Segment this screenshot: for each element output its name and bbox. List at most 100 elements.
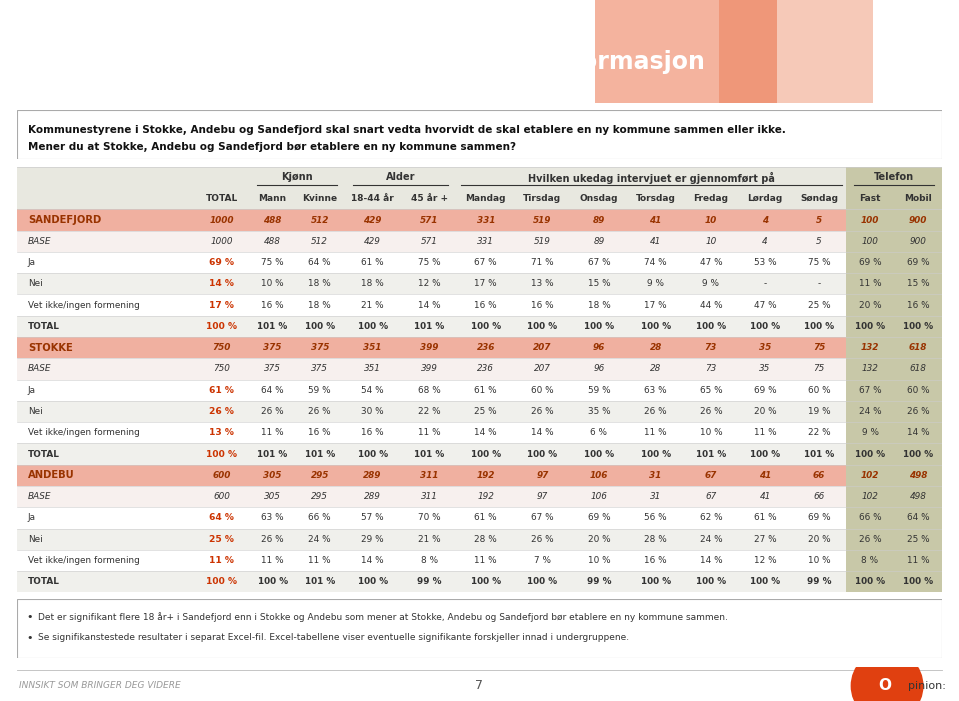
Text: 28: 28 bbox=[650, 365, 661, 374]
Text: 17 %: 17 % bbox=[209, 301, 234, 310]
Text: Fredag: Fredag bbox=[693, 194, 729, 203]
Text: 35: 35 bbox=[760, 365, 771, 374]
Bar bbox=[17, 358, 942, 379]
Text: 305: 305 bbox=[264, 492, 281, 501]
Text: 18 %: 18 % bbox=[588, 301, 610, 310]
Bar bbox=[846, 167, 942, 188]
Text: 66 %: 66 % bbox=[858, 513, 881, 522]
Bar bbox=[17, 401, 942, 422]
Text: 16 %: 16 % bbox=[309, 428, 331, 437]
Text: 45 år +: 45 år + bbox=[410, 194, 448, 203]
Text: 10: 10 bbox=[705, 237, 716, 246]
Text: 10 %: 10 % bbox=[700, 428, 722, 437]
Text: 75 %: 75 % bbox=[261, 258, 284, 267]
Text: 519: 519 bbox=[534, 237, 550, 246]
Text: 69 %: 69 % bbox=[209, 258, 234, 267]
Text: 351: 351 bbox=[363, 343, 382, 352]
Text: 100 %: 100 % bbox=[750, 322, 780, 331]
Bar bbox=[846, 486, 942, 508]
Text: 100 %: 100 % bbox=[471, 449, 501, 458]
Text: 10 %: 10 % bbox=[261, 280, 284, 288]
Text: Ja: Ja bbox=[28, 386, 35, 395]
Text: 70 %: 70 % bbox=[418, 513, 440, 522]
Text: 73: 73 bbox=[705, 343, 717, 352]
Text: 89: 89 bbox=[594, 237, 604, 246]
Text: 331: 331 bbox=[477, 215, 495, 224]
Text: 14 %: 14 % bbox=[362, 556, 384, 565]
Text: 102: 102 bbox=[861, 471, 879, 479]
Text: 14 %: 14 % bbox=[700, 556, 722, 565]
Text: 35 %: 35 % bbox=[588, 407, 610, 416]
Text: 18 %: 18 % bbox=[309, 301, 331, 310]
Text: 4: 4 bbox=[762, 215, 768, 224]
Text: Hovedspørsmål krysset med bakgrunnsinformasjon: Hovedspørsmål krysset med bakgrunnsinfor… bbox=[17, 46, 705, 74]
Text: 24 %: 24 % bbox=[700, 535, 722, 544]
Text: 64 %: 64 % bbox=[309, 258, 331, 267]
Text: 18 %: 18 % bbox=[362, 280, 384, 288]
Bar bbox=[846, 273, 942, 294]
Text: 25 %: 25 % bbox=[209, 535, 234, 544]
Text: 295: 295 bbox=[311, 471, 329, 479]
Text: 26 %: 26 % bbox=[700, 407, 722, 416]
Bar bbox=[17, 252, 942, 273]
Text: 41: 41 bbox=[760, 492, 771, 501]
Text: 13 %: 13 % bbox=[531, 280, 553, 288]
Text: 618: 618 bbox=[908, 343, 927, 352]
Text: Nei: Nei bbox=[28, 535, 42, 544]
Text: 236: 236 bbox=[477, 343, 495, 352]
Text: 75 %: 75 % bbox=[418, 258, 440, 267]
Text: 750: 750 bbox=[213, 365, 230, 374]
Text: 31: 31 bbox=[650, 492, 661, 501]
Text: 62 %: 62 % bbox=[700, 513, 722, 522]
Text: 97: 97 bbox=[537, 492, 548, 501]
Text: 100 %: 100 % bbox=[584, 322, 614, 331]
Text: Se signifikanstestede resultater i separat Excel-fil. Excel-tabellene viser even: Se signifikanstestede resultater i separ… bbox=[37, 633, 629, 642]
Text: 512: 512 bbox=[312, 237, 328, 246]
Text: 106: 106 bbox=[591, 492, 607, 501]
Text: 192: 192 bbox=[478, 492, 494, 501]
Text: 20 %: 20 % bbox=[807, 535, 830, 544]
Text: Det er signifikant flere 18 år+ i Sandefjord enn i Stokke og Andebu som mener at: Det er signifikant flere 18 år+ i Sandef… bbox=[37, 612, 728, 622]
Text: 289: 289 bbox=[364, 492, 381, 501]
Text: 14 %: 14 % bbox=[906, 428, 929, 437]
Text: 41: 41 bbox=[759, 471, 771, 479]
Text: 8 %: 8 % bbox=[421, 556, 437, 565]
Text: pinion:: pinion: bbox=[908, 681, 946, 691]
Text: 100: 100 bbox=[861, 215, 879, 224]
Text: 15 %: 15 % bbox=[906, 280, 929, 288]
Text: 18-44 år: 18-44 år bbox=[351, 194, 394, 203]
Text: 101 %: 101 % bbox=[414, 449, 444, 458]
Text: 100 %: 100 % bbox=[471, 577, 501, 586]
Bar bbox=[846, 465, 942, 486]
Text: -: - bbox=[763, 280, 766, 288]
Text: 21 %: 21 % bbox=[418, 535, 440, 544]
Text: 96: 96 bbox=[594, 365, 604, 374]
Text: 68 %: 68 % bbox=[418, 386, 440, 395]
Text: 571: 571 bbox=[421, 237, 437, 246]
Text: Mandag: Mandag bbox=[465, 194, 506, 203]
Text: 16 %: 16 % bbox=[906, 301, 929, 310]
Bar bbox=[17, 315, 942, 337]
Text: 100 %: 100 % bbox=[696, 322, 726, 331]
Text: 7 %: 7 % bbox=[534, 556, 550, 565]
Text: -: - bbox=[817, 280, 821, 288]
Text: 512: 512 bbox=[311, 215, 329, 224]
Text: 399: 399 bbox=[420, 343, 438, 352]
Text: 64 %: 64 % bbox=[209, 513, 234, 522]
Text: 100 %: 100 % bbox=[804, 322, 834, 331]
Text: 18 %: 18 % bbox=[309, 280, 331, 288]
Text: TOTAL: TOTAL bbox=[28, 449, 59, 458]
Text: 26 %: 26 % bbox=[906, 407, 929, 416]
Text: 100 %: 100 % bbox=[641, 577, 670, 586]
Text: 75 %: 75 % bbox=[807, 258, 830, 267]
Text: 99 %: 99 % bbox=[417, 577, 441, 586]
Bar bbox=[17, 444, 942, 465]
Text: 6 %: 6 % bbox=[591, 428, 607, 437]
Bar bbox=[719, 0, 873, 103]
Text: 519: 519 bbox=[533, 215, 551, 224]
Text: 100 %: 100 % bbox=[358, 577, 387, 586]
Text: 101 %: 101 % bbox=[257, 322, 288, 331]
Text: 14 %: 14 % bbox=[475, 428, 497, 437]
Text: STOKKE: STOKKE bbox=[28, 343, 73, 353]
Text: 100 %: 100 % bbox=[855, 449, 885, 458]
